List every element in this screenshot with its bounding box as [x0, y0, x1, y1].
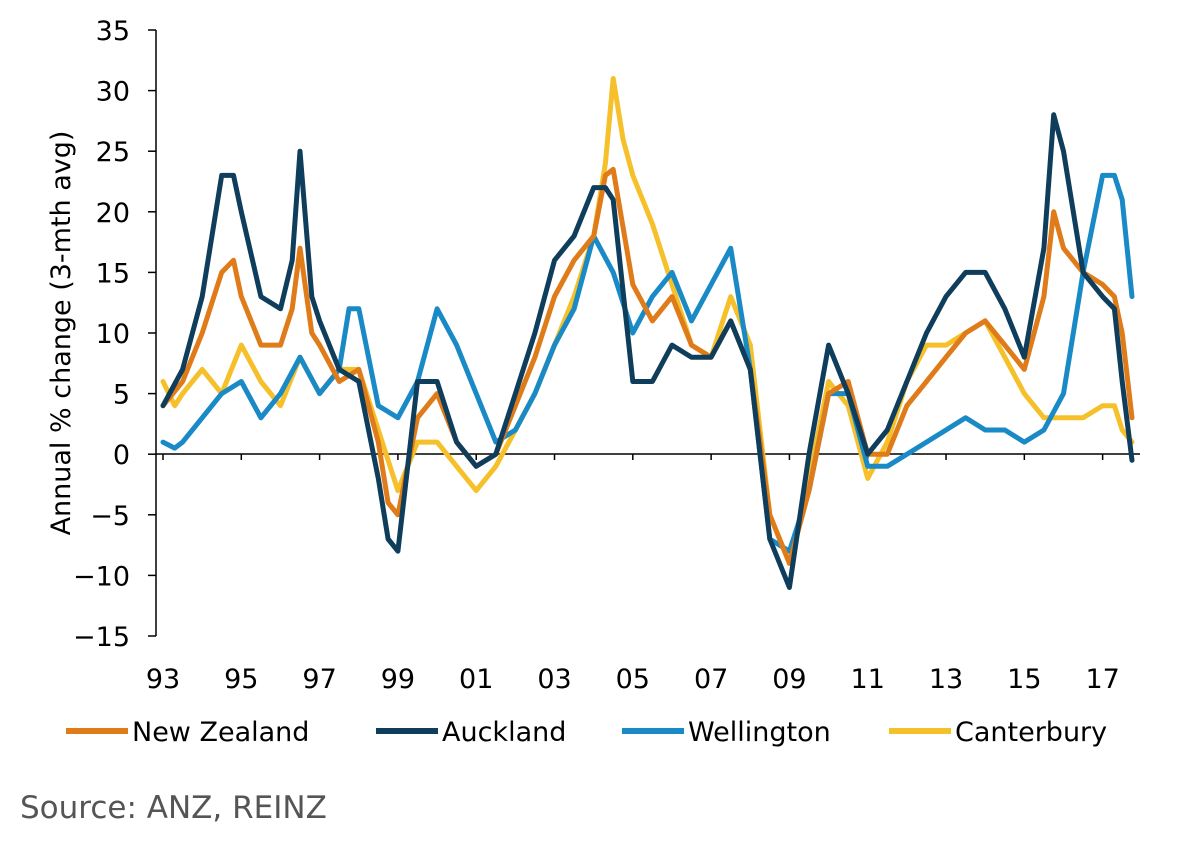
- x-tick-label: 05: [616, 664, 650, 695]
- x-tick-label: 11: [851, 664, 885, 695]
- x-tick-label: 15: [1007, 664, 1041, 695]
- x-tick-label: 03: [537, 664, 571, 695]
- y-tick-label: 5: [113, 380, 130, 411]
- y-tick-label: 0: [113, 440, 130, 471]
- legend-label-auckland: Auckland: [442, 717, 566, 748]
- x-tick-label: 13: [929, 664, 963, 695]
- y-tick-label: 20: [96, 198, 130, 229]
- y-axis-title: Annual % change (3-mth avg): [46, 131, 77, 536]
- legend: New Zealand Auckland Wellington Canterbury: [66, 717, 1107, 748]
- y-tick-label: −5: [90, 501, 130, 532]
- y-tick-label: −15: [73, 622, 130, 653]
- x-tick-label: 09: [772, 664, 806, 695]
- y-tick-label: −10: [73, 561, 130, 592]
- x-tick-label: 95: [224, 664, 258, 695]
- y-tick-label: 15: [96, 258, 130, 289]
- x-tick-label: 99: [381, 664, 415, 695]
- x-tick-label: 97: [302, 664, 336, 695]
- y-tick-label: 10: [96, 319, 130, 350]
- y-axis: −15 −10 −5 0 5 10 15 20 25 30 35: [73, 16, 157, 653]
- x-tick-label: 93: [146, 664, 180, 695]
- legend-label-wellington: Wellington: [688, 717, 831, 748]
- series-group: [160, 76, 1135, 590]
- y-tick-label: 25: [96, 137, 130, 168]
- x-ticks: 93 95 97 99 01 03 05 07 09 11 13 15 17: [146, 454, 1120, 695]
- source-note: Source: ANZ, REINZ: [20, 790, 327, 826]
- y-tick-label: 30: [96, 77, 130, 108]
- legend-label-canterbury: Canterbury: [955, 717, 1107, 748]
- legend-label-new-zealand: New Zealand: [132, 717, 309, 748]
- series-line-wellington: [160, 172, 1135, 554]
- x-tick-label: 17: [1085, 664, 1119, 695]
- y-tick-label: 35: [96, 16, 130, 47]
- y-ticks: −15 −10 −5 0 5 10 15 20 25 30 35: [73, 16, 156, 653]
- series-line-auckland: [160, 112, 1135, 590]
- x-tick-label: 07: [694, 664, 728, 695]
- series-line-new-zealand: [160, 166, 1135, 566]
- x-tick-label: 01: [459, 664, 493, 695]
